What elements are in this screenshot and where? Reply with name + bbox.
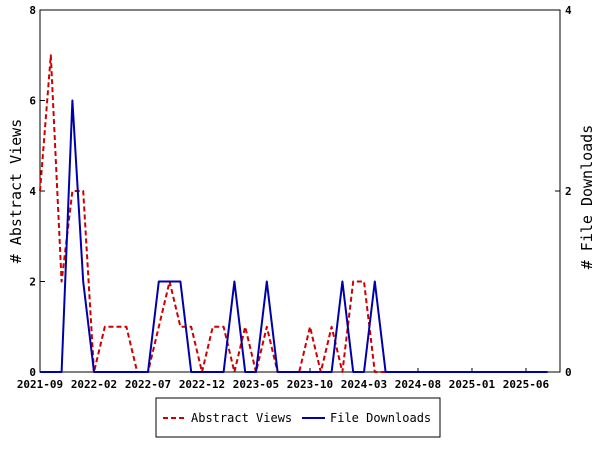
x-tick-label: 2022-02 bbox=[71, 378, 117, 391]
series-lines bbox=[39, 54, 548, 373]
x-tick-label: 2023-10 bbox=[287, 378, 333, 391]
y-right-tick-label: 2 bbox=[565, 185, 572, 198]
y-right-axis-title: # File Downloads bbox=[578, 125, 596, 270]
legend-label-file-downloads: File Downloads bbox=[330, 411, 431, 425]
plot-frame bbox=[39, 9, 561, 373]
y-right-tick-label: 0 bbox=[565, 366, 572, 379]
series-line-file-downloads bbox=[40, 99, 548, 373]
x-tick-label: 2024-08 bbox=[395, 378, 441, 391]
y-left-tick-label: 0 bbox=[29, 366, 36, 379]
x-tick-label: 2025-01 bbox=[449, 378, 496, 391]
y-left-tick-label: 6 bbox=[29, 95, 36, 108]
x-tick-label: 2021-09 bbox=[17, 378, 63, 391]
y-right-axis: 0 2 4 bbox=[555, 4, 572, 379]
legend: Abstract Views File Downloads bbox=[155, 397, 441, 438]
y-left-tick-label: 4 bbox=[29, 185, 36, 198]
series-line-abstract-views bbox=[39, 54, 548, 373]
y-right-tick-label: 4 bbox=[565, 4, 572, 17]
x-axis: 2021-09 2022-02 2022-07 2022-12 2023-05 2023-… bbox=[17, 368, 550, 391]
x-tick-label: 2023-05 bbox=[233, 378, 279, 391]
legend-label-abstract-views: Abstract Views bbox=[191, 411, 292, 425]
y-left-tick-label: 2 bbox=[29, 276, 36, 289]
y-left-tick-label: 8 bbox=[29, 4, 36, 17]
y-left-axis: 0 2 4 6 8 bbox=[29, 4, 45, 379]
legend-box bbox=[155, 397, 441, 438]
y-left-axis-title: # Abstract Views bbox=[7, 119, 25, 264]
x-tick-label: 2022-07 bbox=[125, 378, 171, 391]
x-tick-label: 2024-03 bbox=[341, 378, 387, 391]
x-tick-label: 2025-06 bbox=[503, 378, 550, 391]
x-tick-label: 2022-12 bbox=[179, 378, 225, 391]
